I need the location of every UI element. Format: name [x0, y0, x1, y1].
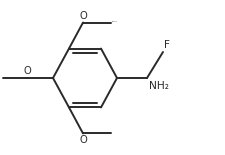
Text: F: F	[164, 40, 170, 50]
Text: methoxy: methoxy	[112, 21, 118, 22]
Text: O: O	[79, 11, 87, 21]
Text: O: O	[23, 66, 31, 77]
Text: O: O	[79, 135, 87, 145]
Text: NH₂: NH₂	[149, 81, 169, 91]
